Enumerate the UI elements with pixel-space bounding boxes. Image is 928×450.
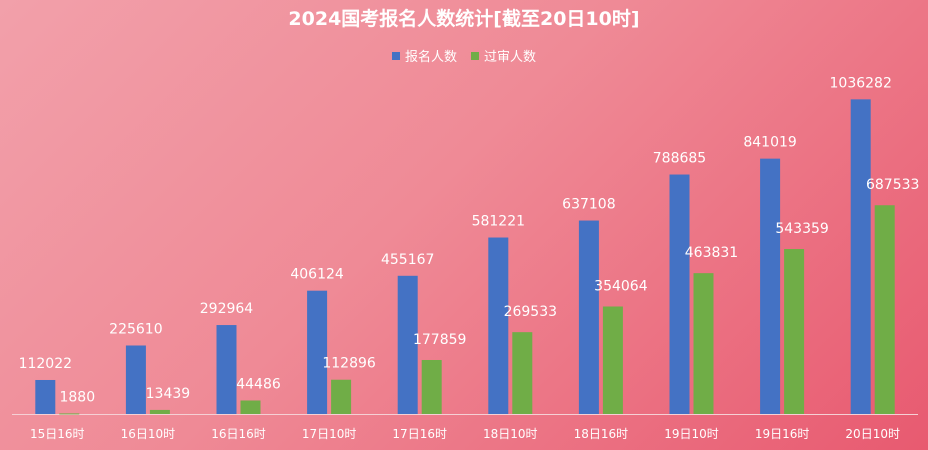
- data-label-registered: 406124: [290, 267, 344, 283]
- data-label-registered: 581221: [472, 214, 525, 230]
- x-tick-label: 18日10时: [483, 427, 538, 441]
- data-label-registered: 1036282: [830, 75, 892, 91]
- bar-approved: [602, 306, 623, 414]
- data-label-approved: 13439: [146, 386, 191, 402]
- legend: 报名人数 过审人数: [0, 46, 928, 65]
- x-tick-label: 20日10时: [845, 427, 900, 441]
- bar-approved: [421, 359, 442, 414]
- bar-approved: [149, 409, 170, 414]
- bar-registered: [397, 275, 418, 414]
- data-label-approved: 112896: [322, 356, 376, 372]
- data-label-registered: 637108: [562, 197, 615, 213]
- x-tick-label: 17日10时: [302, 427, 357, 441]
- bar-approved: [240, 400, 261, 414]
- data-label-approved: 1880: [59, 389, 95, 405]
- bar-registered: [35, 379, 56, 414]
- bar-approved: [874, 205, 895, 414]
- x-tick-label: 19日16时: [755, 427, 810, 441]
- x-tick-label: 18日16时: [574, 427, 629, 441]
- data-label-approved: 177859: [413, 332, 466, 348]
- data-label-registered: 225610: [109, 321, 162, 337]
- bar-registered: [850, 99, 871, 414]
- chart-title: 2024国考报名人数统计[截至20日10时]: [288, 8, 640, 30]
- data-label-registered: 112022: [19, 356, 72, 372]
- legend-label-registered: 报名人数: [404, 50, 457, 65]
- x-tick-label: 15日16时: [30, 427, 85, 441]
- data-label-registered: 455167: [381, 252, 434, 268]
- x-tick-label: 17日16时: [392, 427, 447, 441]
- x-tick-label: 16日10时: [121, 427, 176, 441]
- x-tick-label: 16日16时: [211, 427, 266, 441]
- bar-approved: [784, 249, 805, 414]
- data-label-approved: 543359: [775, 221, 828, 237]
- data-label-approved: 354064: [594, 278, 648, 294]
- data-label-registered: 788685: [653, 151, 706, 167]
- bar-registered: [307, 290, 328, 414]
- data-label-approved: 687533: [866, 177, 919, 193]
- legend-swatch-approved: [471, 51, 479, 60]
- bar-approved: [512, 332, 533, 414]
- legend-item-approved: 过审人数: [471, 46, 536, 65]
- legend-swatch-registered: [391, 51, 400, 60]
- data-label-registered: 841019: [743, 135, 796, 151]
- bar-registered: [125, 345, 146, 414]
- data-label-approved: 463831: [685, 245, 738, 261]
- data-label-approved: 269533: [504, 304, 557, 320]
- bar-approved: [693, 273, 714, 414]
- bar-registered: [216, 325, 237, 414]
- bar-registered: [488, 237, 509, 414]
- x-tick-label: 19日10时: [664, 427, 719, 441]
- bar-approved: [59, 413, 80, 415]
- data-label-registered: 292964: [200, 301, 254, 317]
- bar-registered: [578, 220, 599, 414]
- bar-registered: [669, 174, 690, 414]
- data-label-approved: 44486: [236, 376, 281, 392]
- bar-approved: [331, 379, 352, 414]
- bar-registered: [760, 158, 781, 414]
- legend-label-approved: 过审人数: [484, 50, 537, 65]
- legend-item-registered: 报名人数: [391, 46, 457, 65]
